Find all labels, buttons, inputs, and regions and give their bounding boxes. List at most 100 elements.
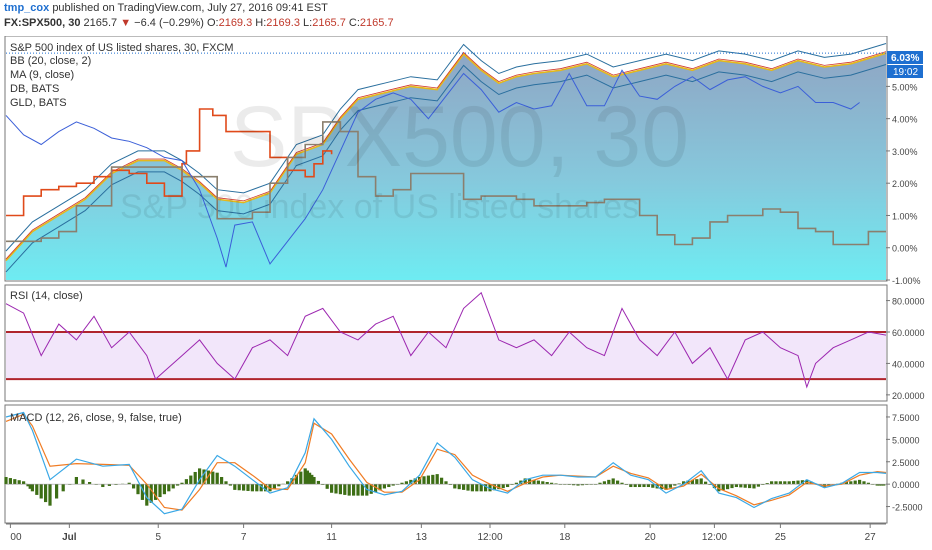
macd-histogram-bar — [39, 484, 43, 499]
quote-line: FX:SPX500, 30 2165.7 ▼ −6.4 (−0.29%) O:2… — [4, 17, 394, 29]
macd-histogram-bar — [426, 475, 430, 485]
macd-histogram-bar — [44, 484, 48, 503]
macd-histogram-bar — [360, 484, 364, 496]
time-badge-text: 19:02 — [893, 67, 918, 78]
macd-histogram-bar — [202, 469, 206, 485]
macd-histogram-bar — [673, 484, 677, 486]
macd-histogram-bar — [580, 484, 584, 486]
macd-histogram-bar — [418, 476, 422, 485]
macd-signal-line — [5, 413, 887, 511]
moving-average-line — [5, 51, 887, 260]
macd-histogram-bar — [316, 480, 320, 485]
macd-histogram-bar — [532, 479, 536, 485]
indicator-db-label[interactable]: DB, BATS — [10, 83, 59, 95]
indicator-ma-label[interactable]: MA (9, close) — [10, 69, 74, 81]
macd-histogram-bar — [259, 484, 263, 492]
macd-histogram-bar — [145, 484, 149, 506]
macd-histogram-bar — [272, 484, 276, 489]
price-tick-label: 3.00% — [892, 147, 918, 157]
macd-histogram-bar — [374, 484, 378, 493]
macd-histogram-bar — [563, 484, 567, 485]
macd-histogram-bar — [664, 484, 668, 490]
high-label: H: — [255, 17, 267, 29]
indicator-bb-label[interactable]: BB (20, close, 2) — [10, 55, 91, 67]
macd-histogram-bar — [624, 484, 628, 485]
macd-histogram-bar — [308, 472, 312, 485]
macd-pane-title[interactable]: MACD (12, 26, close, 9, false, true) — [10, 412, 182, 424]
macd-histogram-bar — [470, 484, 474, 492]
macd-histogram-bar — [88, 482, 92, 485]
macd-tick-label: -2.5000 — [892, 503, 923, 513]
macd-plot — [4, 411, 887, 515]
macd-histogram-bar — [536, 480, 540, 485]
macd-histogram-bar — [730, 484, 734, 489]
macd-histogram-bar — [303, 468, 307, 485]
low-value: 2165.7 — [312, 17, 346, 29]
macd-histogram-bar — [35, 484, 39, 495]
macd-histogram-bar — [756, 484, 760, 487]
macd-histogram-bar — [787, 481, 791, 485]
macd-histogram-bar — [101, 484, 105, 488]
rsi-pane-frame — [4, 284, 888, 402]
macd-tick-label: 7.5000 — [892, 413, 920, 423]
macd-tick-label: 2.5000 — [892, 458, 920, 468]
macd-histogram-bar — [330, 484, 334, 493]
chart-header: tmp_cox published on TradingView.com, Ju… — [0, 0, 932, 36]
macd-histogram-bar — [94, 484, 98, 485]
author-link[interactable]: tmp_cox — [4, 2, 50, 14]
macd-histogram-bar — [127, 482, 131, 485]
time-tick-label: 12:00 — [702, 532, 727, 543]
macd-histogram-bar — [796, 480, 800, 485]
macd-histogram-bar — [849, 481, 853, 485]
macd-histogram-bar — [277, 484, 281, 487]
indicator-gld-label[interactable]: GLD, BATS — [10, 97, 67, 109]
time-tick-label: 18 — [559, 532, 571, 543]
macd-histogram-bar — [880, 484, 884, 486]
macd-histogram-bar — [567, 484, 571, 485]
macd-histogram-bar — [13, 479, 17, 485]
macd-histogram-bar — [602, 481, 606, 485]
macd-histogram-bar — [180, 482, 184, 485]
macd-histogram-bar — [510, 484, 514, 485]
macd-histogram-bar — [22, 481, 26, 485]
macd-histogram-bar — [734, 484, 738, 488]
macd-histogram-bar — [334, 484, 338, 494]
macd-histogram-bar — [246, 484, 250, 491]
macd-histogram-bar — [875, 484, 879, 486]
macd-histogram-bar — [541, 481, 545, 485]
macd-histogram-bar — [132, 484, 136, 489]
macd-histogram-bar — [242, 484, 246, 491]
macd-histogram-bar — [475, 484, 479, 492]
price-pane-title: S&P 500 index of US listed shares, 30, F… — [10, 42, 234, 54]
macd-histogram-bar — [55, 484, 59, 499]
rsi-line — [5, 291, 887, 389]
macd-histogram-bar — [382, 484, 386, 489]
macd-histogram-bar — [140, 484, 144, 500]
rsi-pane-title[interactable]: RSI (14, close) — [10, 290, 83, 302]
macd-histogram-bar — [356, 484, 360, 496]
macd-histogram-bar — [726, 484, 730, 490]
time-tick-label: 00 — [10, 532, 22, 543]
price-line — [5, 52, 887, 262]
macd-histogram-bar — [448, 484, 452, 485]
macd-histogram-bar — [206, 470, 210, 485]
macd-histogram-bar — [598, 482, 602, 485]
chart-canvas[interactable]: SPX500, 30 S&P 500 index of US listed sh… — [0, 36, 932, 550]
macd-histogram-bar — [400, 482, 404, 485]
macd-histogram-bar — [48, 484, 52, 506]
macd-histogram-bar — [690, 479, 694, 485]
macd-histogram-bar — [629, 484, 633, 488]
price-axis: 5.00% 4.00% 3.00% 2.00% 1.00% 0.00% -1.00% — [886, 82, 921, 286]
rsi-tick-label: 60.0000 — [892, 328, 925, 338]
macd-histogram-bar — [409, 479, 413, 485]
macd-histogram-bar — [378, 484, 382, 491]
bollinger-lower-line — [5, 64, 887, 273]
macd-histogram-bar — [158, 484, 162, 498]
macd-histogram-bar — [466, 484, 470, 491]
last-value-badge — [887, 51, 923, 64]
macd-histogram-bar — [171, 484, 175, 489]
macd-histogram-bar — [871, 484, 875, 485]
macd-histogram-bar — [497, 484, 501, 490]
macd-histogram-bar — [444, 481, 448, 485]
macd-histogram-bar — [743, 484, 747, 488]
